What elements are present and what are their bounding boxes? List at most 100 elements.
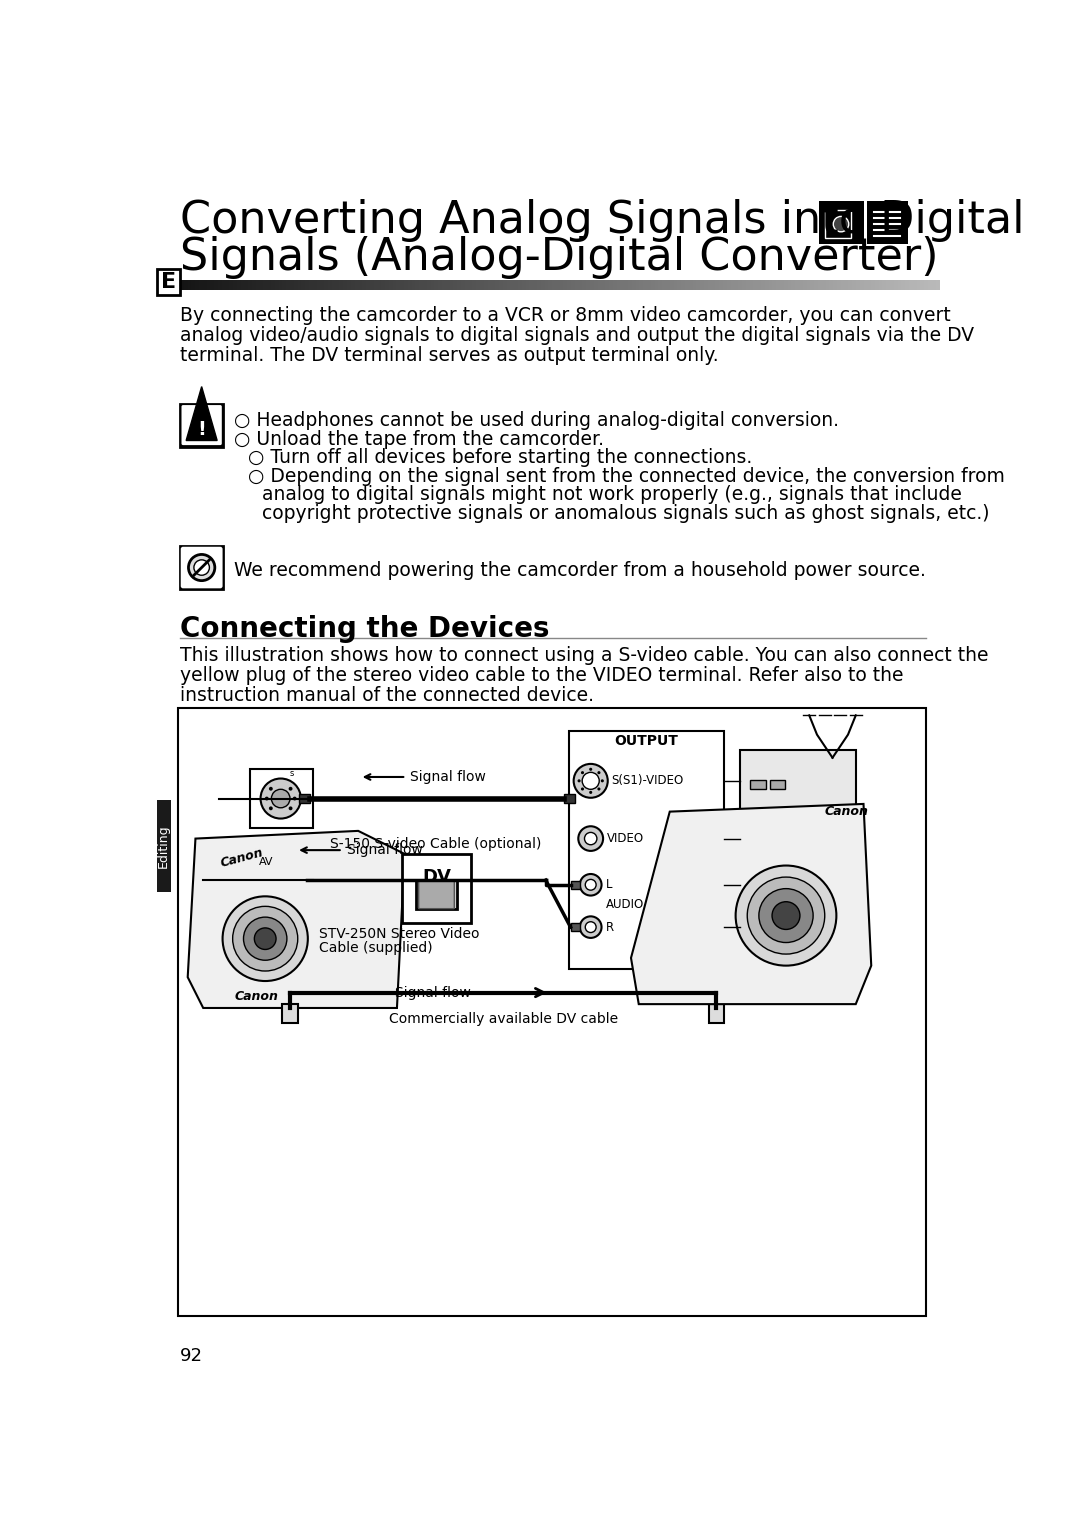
- Bar: [629, 281, 633, 290]
- Text: E: E: [161, 272, 176, 291]
- Text: Signal flow: Signal flow: [347, 844, 422, 858]
- Bar: [666, 281, 671, 290]
- Circle shape: [293, 796, 297, 801]
- Bar: [810, 281, 815, 290]
- Bar: [570, 881, 580, 888]
- Circle shape: [585, 879, 596, 890]
- Bar: [681, 281, 686, 290]
- Bar: [845, 281, 849, 290]
- Circle shape: [271, 790, 291, 808]
- Bar: [882, 281, 887, 290]
- Bar: [730, 281, 735, 290]
- Bar: [902, 281, 906, 290]
- Bar: [264, 281, 268, 290]
- Text: 92: 92: [180, 1347, 203, 1365]
- Bar: [565, 795, 576, 804]
- Bar: [241, 281, 245, 290]
- Bar: [461, 281, 465, 290]
- Text: R: R: [606, 920, 613, 934]
- Bar: [249, 769, 313, 828]
- Circle shape: [600, 779, 604, 782]
- Bar: [279, 281, 283, 290]
- Bar: [772, 281, 777, 290]
- Bar: [522, 281, 526, 290]
- Bar: [890, 281, 894, 290]
- Bar: [624, 281, 629, 290]
- Circle shape: [581, 772, 584, 775]
- Bar: [860, 281, 864, 290]
- Bar: [339, 281, 345, 290]
- Text: Commercially available DV cable: Commercially available DV cable: [389, 1012, 618, 1026]
- Bar: [795, 281, 799, 290]
- Bar: [476, 281, 481, 290]
- Bar: [719, 281, 724, 290]
- Bar: [431, 281, 435, 290]
- Circle shape: [747, 877, 825, 954]
- Bar: [556, 281, 561, 290]
- Bar: [393, 281, 397, 290]
- Bar: [291, 281, 295, 290]
- Bar: [897, 281, 902, 290]
- Bar: [685, 281, 690, 290]
- Text: VIDEO: VIDEO: [607, 831, 644, 845]
- Bar: [777, 281, 781, 290]
- Bar: [651, 281, 656, 290]
- Bar: [932, 281, 936, 290]
- Bar: [917, 281, 921, 290]
- Text: copyright protective signals or anomalous signals such as ghost signals, etc.): copyright protective signals or anomalou…: [262, 503, 989, 523]
- Bar: [704, 281, 708, 290]
- Bar: [867, 281, 872, 290]
- Text: analog to digital signals might not work properly (e.g., signals that include: analog to digital signals might not work…: [262, 485, 962, 505]
- Text: Connecting the Devices: Connecting the Devices: [180, 615, 550, 643]
- Bar: [256, 281, 260, 290]
- Bar: [354, 281, 360, 290]
- Bar: [411, 281, 416, 290]
- Text: Canon: Canon: [234, 991, 278, 1003]
- Text: STV-250N Stereo Video: STV-250N Stereo Video: [320, 927, 480, 942]
- Circle shape: [265, 796, 269, 801]
- Bar: [203, 281, 207, 290]
- Text: Signals (Analog-Digital Converter): Signals (Analog-Digital Converter): [180, 236, 939, 279]
- Bar: [734, 281, 739, 290]
- Bar: [612, 281, 618, 290]
- Text: DV: DV: [422, 868, 451, 885]
- Circle shape: [243, 917, 287, 960]
- Bar: [602, 281, 606, 290]
- Text: S-150 S-video Cable (optional): S-150 S-video Cable (optional): [330, 838, 541, 851]
- Bar: [286, 281, 291, 290]
- Bar: [316, 281, 321, 290]
- Bar: [491, 281, 496, 290]
- Bar: [221, 281, 227, 290]
- Bar: [575, 281, 580, 290]
- Text: S(S1)-VIDEO: S(S1)-VIDEO: [611, 775, 684, 787]
- Circle shape: [264, 864, 298, 897]
- Bar: [514, 281, 518, 290]
- Bar: [328, 281, 333, 290]
- Bar: [571, 281, 576, 290]
- Bar: [195, 281, 200, 290]
- Text: ○ Unload the tape from the camcorder.: ○ Unload the tape from the camcorder.: [234, 430, 604, 449]
- Bar: [872, 281, 876, 290]
- Bar: [582, 281, 588, 290]
- Bar: [449, 281, 455, 290]
- Bar: [248, 281, 253, 290]
- Bar: [526, 281, 530, 290]
- Bar: [332, 281, 337, 290]
- Bar: [822, 281, 826, 290]
- Bar: [727, 281, 731, 290]
- Bar: [662, 281, 666, 290]
- Bar: [441, 867, 449, 894]
- Bar: [549, 281, 553, 290]
- Bar: [769, 281, 773, 290]
- Bar: [647, 281, 651, 290]
- Bar: [770, 781, 785, 790]
- Bar: [298, 281, 302, 290]
- Text: Signal flow: Signal flow: [410, 770, 486, 784]
- Bar: [852, 281, 856, 290]
- Bar: [833, 281, 838, 290]
- Circle shape: [194, 560, 210, 575]
- Bar: [586, 281, 591, 290]
- Bar: [864, 281, 868, 290]
- Bar: [761, 281, 766, 290]
- Bar: [487, 281, 492, 290]
